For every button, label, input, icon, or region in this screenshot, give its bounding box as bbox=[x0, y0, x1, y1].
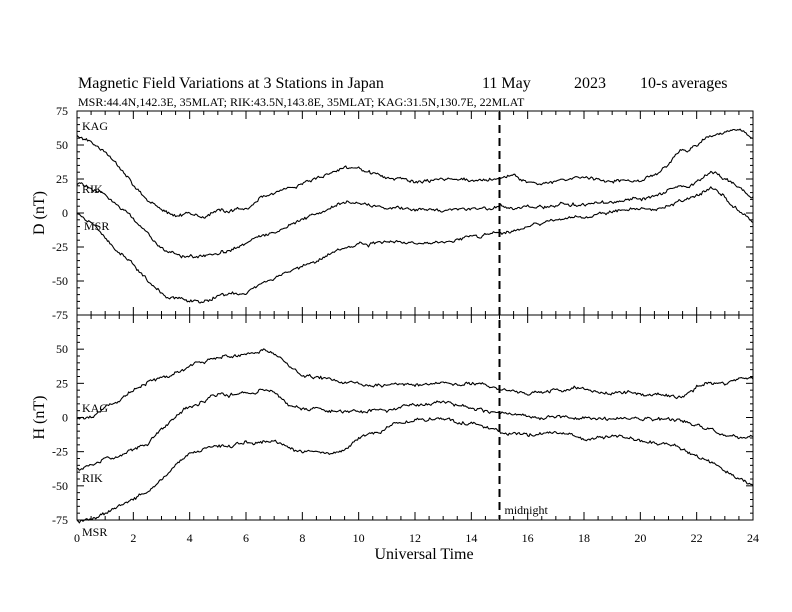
x-tick-label: 20 bbox=[634, 531, 646, 545]
station-label-rik: RIK bbox=[82, 182, 103, 196]
x-tick-label: 22 bbox=[691, 531, 703, 545]
series-line-kag bbox=[76, 348, 754, 420]
y-tick-label: 25 bbox=[56, 172, 68, 186]
y-tick-label: 0 bbox=[62, 206, 68, 220]
panel-h: 50 25 0 -25 -50 -75 H (nT) KAG RIK MSR bbox=[31, 314, 754, 539]
chart-title-date: 11 May bbox=[482, 75, 531, 92]
x-tick-label: 2 bbox=[130, 531, 136, 545]
x-tick-label: 18 bbox=[578, 531, 590, 545]
chart-title-averaging: 10-s averages bbox=[640, 75, 728, 92]
x-tick-label: 8 bbox=[299, 531, 305, 545]
x-axis-title: Universal Time bbox=[374, 546, 473, 563]
chart-title-year: 2023 bbox=[574, 75, 606, 92]
series-line-rik bbox=[76, 170, 754, 259]
series-line-kag bbox=[76, 128, 754, 219]
y-tick-label: -50 bbox=[52, 274, 68, 288]
chart-subtitle: MSR:44.4N,142.3E, 35MLAT; RIK:43.5N,143.… bbox=[78, 95, 525, 109]
midnight-annotation: midnight bbox=[505, 503, 549, 517]
x-tick-label: 10 bbox=[353, 531, 365, 545]
x-tick-label: 12 bbox=[409, 531, 421, 545]
y-tick-label: -50 bbox=[52, 479, 68, 493]
series-line-msr bbox=[76, 186, 754, 304]
panel-frame bbox=[76, 110, 754, 316]
x-tick-label: 14 bbox=[465, 531, 477, 545]
x-tick-label: 0 bbox=[74, 531, 80, 545]
y-tick-label: 50 bbox=[56, 342, 68, 356]
x-tick-label: 16 bbox=[522, 531, 534, 545]
station-label-msr: MSR bbox=[84, 219, 109, 233]
y-tick-label: -25 bbox=[52, 445, 68, 459]
x-tick-label: 6 bbox=[243, 531, 249, 545]
y-tick-label: 50 bbox=[56, 138, 68, 152]
station-label-rik: RIK bbox=[82, 471, 103, 485]
y-tick-label: -75 bbox=[52, 308, 68, 322]
station-label-kag: KAG bbox=[82, 119, 108, 133]
y-tick-label: 75 bbox=[56, 104, 68, 118]
y-axis-title: H (nT) bbox=[31, 396, 48, 440]
x-axis: 0 2 4 6 8 10 12 14 16 18 20 22 24 bbox=[74, 531, 759, 545]
panel-d: 75 50 25 0 -25 -50 -75 D (nT) KAG RIK MSR bbox=[31, 104, 754, 322]
x-tick-label: 4 bbox=[187, 531, 193, 545]
series-line-rik bbox=[76, 388, 754, 471]
y-tick-label: -75 bbox=[52, 513, 68, 527]
chart-title: Magnetic Field Variations at 3 Stations … bbox=[78, 75, 384, 92]
station-label-msr: MSR bbox=[82, 525, 107, 539]
y-axis-title: D (nT) bbox=[31, 191, 48, 235]
x-tick-label: 24 bbox=[747, 531, 759, 545]
y-tick-label: 25 bbox=[56, 376, 68, 390]
station-label-kag: KAG bbox=[82, 401, 108, 415]
series-line-msr bbox=[76, 417, 754, 524]
y-tick-label: -25 bbox=[52, 240, 68, 254]
y-tick-label: 0 bbox=[62, 411, 68, 425]
panel-frame bbox=[76, 314, 754, 521]
